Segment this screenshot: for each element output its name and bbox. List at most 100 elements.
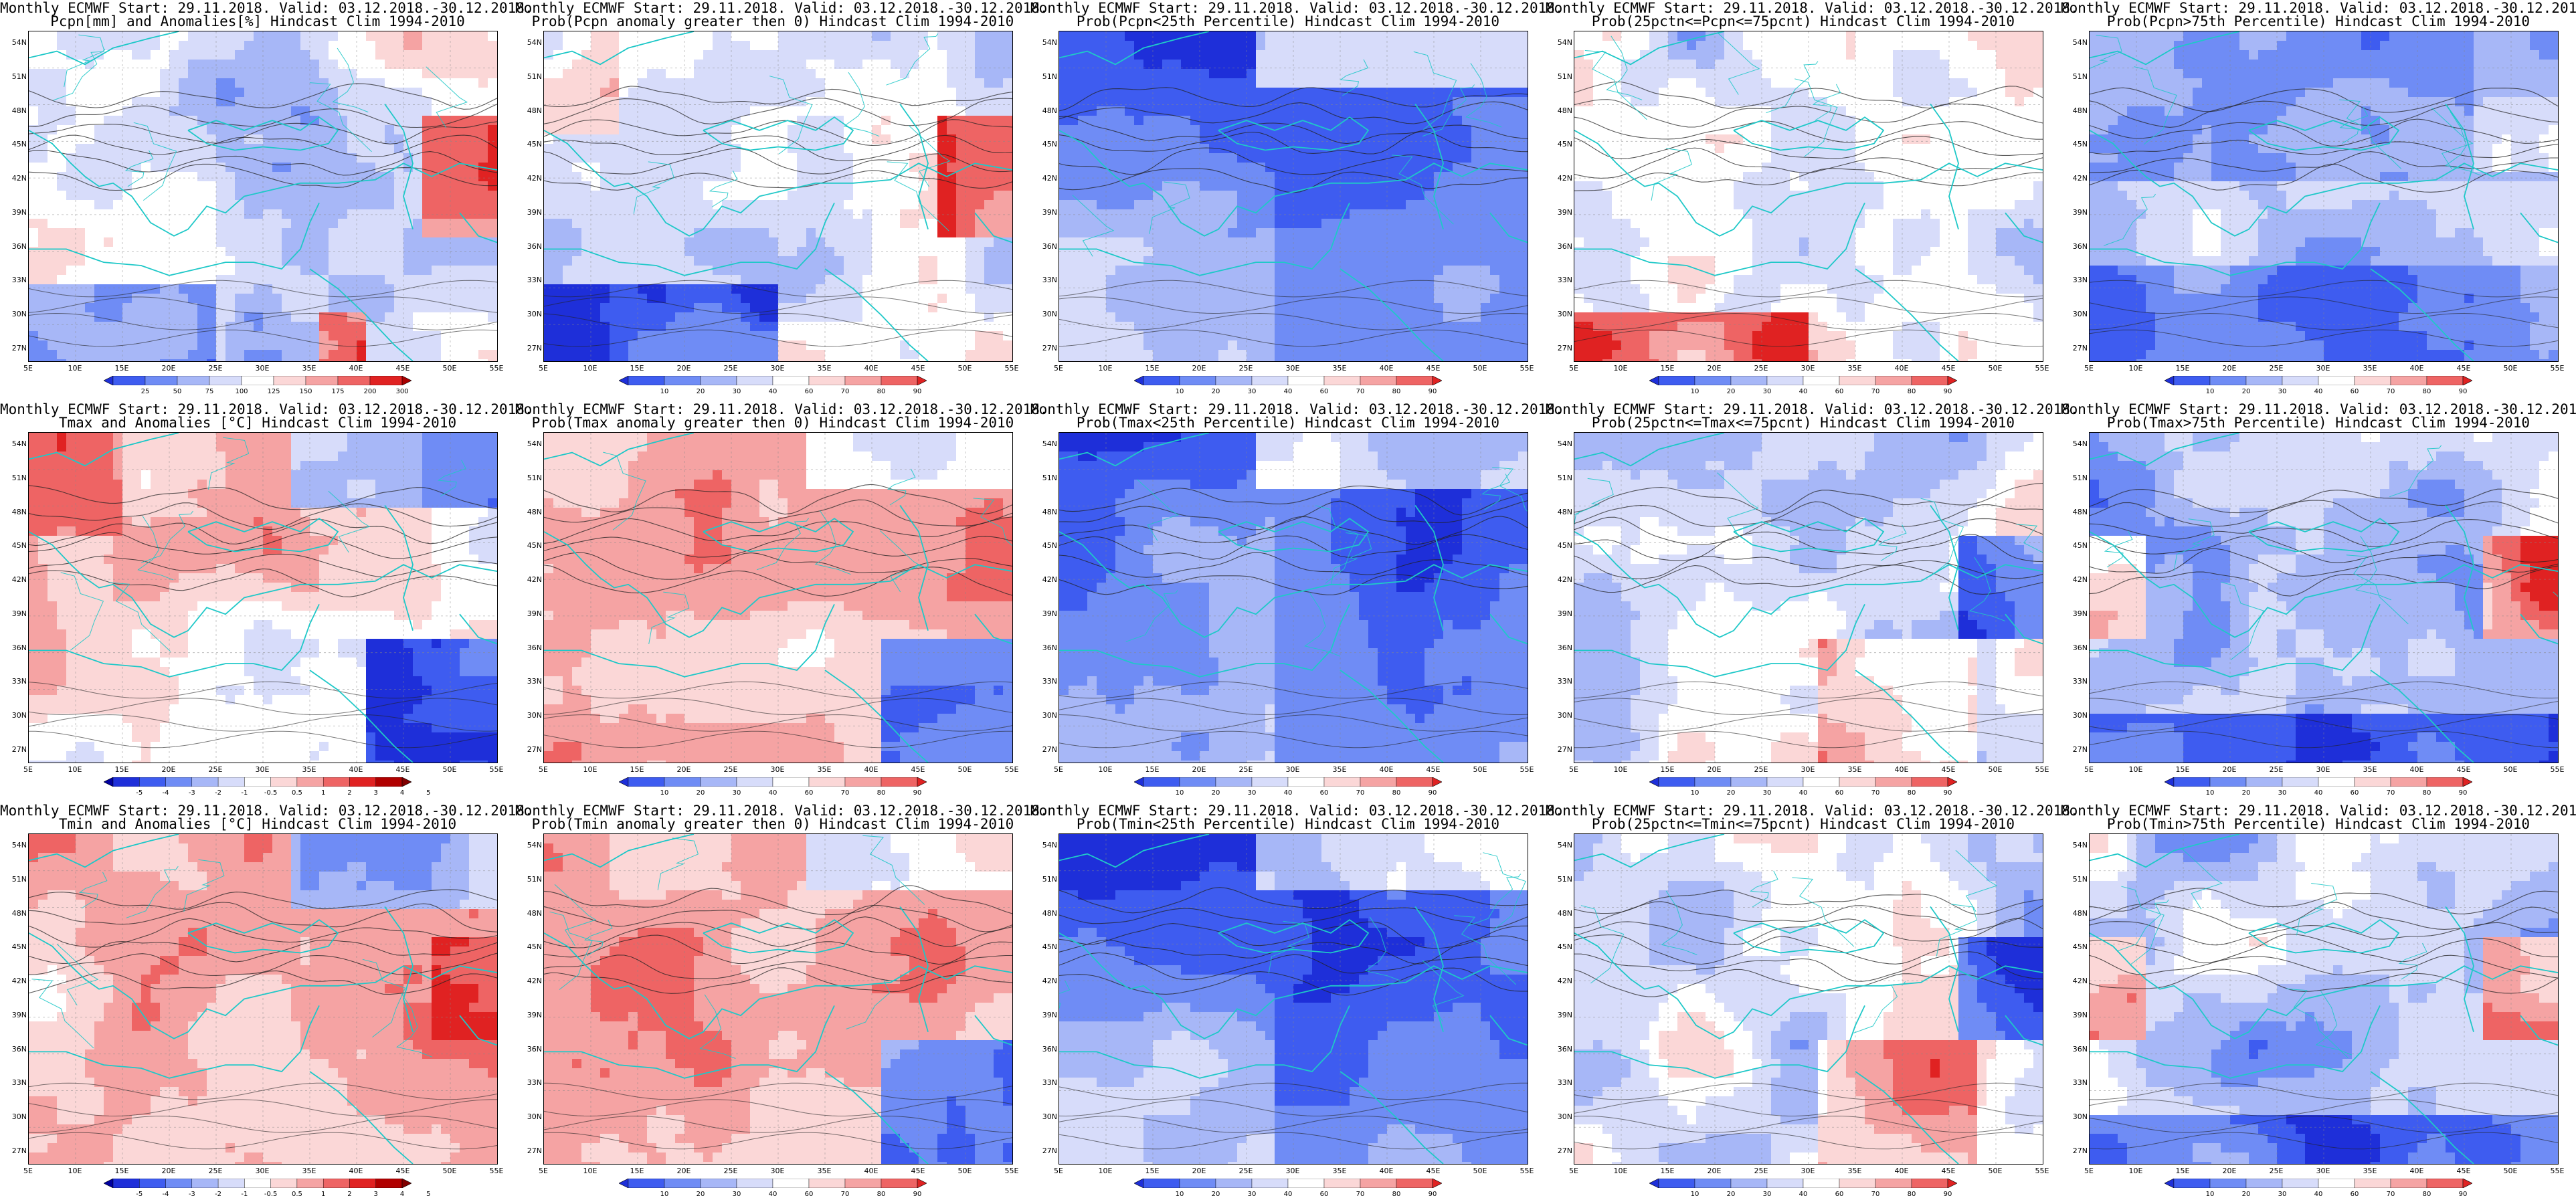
colorbar-tick-label: 40 [2306, 1191, 2330, 1198]
latitude-label: 33N [2066, 1078, 2088, 1087]
latitude-label: 45N [1036, 140, 1057, 148]
latitude-label: 48N [1036, 909, 1057, 918]
longitude-label: 45E [1423, 765, 1443, 774]
latitude-label: 45N [1036, 541, 1057, 550]
latitude-label: 45N [1551, 140, 1572, 148]
longitude-label: 25E [1751, 765, 1771, 774]
colorbar-tick-label: -2 [206, 1191, 230, 1198]
colorbar-tick-label: -3 [180, 789, 204, 797]
latitude-label: 42N [1036, 977, 1057, 985]
longitude-label: 50E [1985, 1167, 2005, 1175]
colorbar-tick-label: 70 [1863, 1191, 1888, 1198]
panel-title-line1: Monthly ECMWF Start: 29.11.2018. Valid: … [0, 803, 533, 819]
longitude-label: 55E [486, 765, 507, 774]
longitude-label: 10E [1611, 1167, 1631, 1175]
panel-title-line2: Pcpn[mm] and Anomalies[%] Hindcast Clim … [0, 13, 515, 29]
latitude-label: 36N [521, 242, 542, 251]
colorbar-tick-label: 30 [725, 388, 749, 395]
colorbar-tick-label: 10 [652, 789, 676, 797]
colorbar-tick-label: 70 [1348, 388, 1372, 395]
colorbar-tick-label: 80 [1900, 1191, 1924, 1198]
longitude-label: 35E [2360, 765, 2380, 774]
latitude-label: 42N [5, 174, 27, 183]
colorbar [2165, 777, 2472, 787]
longitude-label: 30E [1798, 364, 1818, 373]
latitude-label: 27N [521, 745, 542, 754]
colorbar-tick-label: 40 [2306, 388, 2330, 395]
latitude-label: 51N [2066, 72, 2088, 81]
longitude-label: 10E [1095, 1167, 1115, 1175]
latitude-label: 51N [5, 474, 27, 482]
colorbar-tick-label: 90 [2451, 789, 2475, 797]
longitude-label: 5E [18, 364, 38, 373]
longitude-label: 30E [1798, 765, 1818, 774]
latitude-label: 27N [5, 344, 27, 353]
shaded-field-map [1059, 433, 1528, 763]
longitude-label: 15E [2173, 1167, 2193, 1175]
map-panel: Monthly ECMWF Start: 29.11.2018. Valid: … [1546, 0, 2079, 401]
colorbar-tick-label: 60 [2342, 388, 2367, 395]
colorbar [1134, 1179, 1442, 1188]
colorbar-tick-label: 50 [165, 388, 189, 395]
longitude-label: 30E [2313, 765, 2333, 774]
longitude-label: 25E [1751, 364, 1771, 373]
colorbar-tick-label: 1 [311, 1191, 335, 1198]
latitude-label: 51N [1036, 875, 1057, 884]
colorbar-tick-label: 40 [2306, 789, 2330, 797]
latitude-label: 30N [1036, 711, 1057, 720]
colorbar-tick-label: 90 [905, 789, 929, 797]
panel-title-line2: Tmin and Anomalies [°C] Hindcast Clim 19… [0, 816, 515, 832]
colorbar-tick-label: -0.5 [259, 1191, 283, 1198]
latitude-label: 39N [521, 609, 542, 618]
latitude-label: 45N [521, 942, 542, 951]
longitude-label: 35E [1845, 765, 1865, 774]
latitude-label: 51N [1551, 72, 1572, 81]
latitude-label: 54N [1551, 841, 1572, 849]
longitude-label: 30E [767, 364, 788, 373]
longitude-label: 35E [299, 364, 319, 373]
colorbar-tick-label: 30 [725, 1191, 749, 1198]
latitude-label: 51N [1036, 474, 1057, 482]
longitude-label: 45E [1938, 1167, 1958, 1175]
longitude-label: 15E [627, 765, 647, 774]
shaded-field-map [29, 31, 497, 361]
colorbar-tick-label: 80 [2415, 789, 2439, 797]
latitude-label: 33N [1551, 276, 1572, 284]
latitude-label: 36N [2066, 643, 2088, 652]
latitude-label: 48N [2066, 508, 2088, 516]
colorbar-tick-label: 30 [725, 789, 749, 797]
colorbar-swatches [104, 777, 411, 787]
colorbar-tick-label: 30 [2270, 1191, 2294, 1198]
longitude-label: 55E [2547, 1167, 2567, 1175]
shaded-field-map [1574, 834, 2043, 1164]
longitude-label: 15E [112, 1167, 132, 1175]
latitude-label: 48N [5, 508, 27, 516]
latitude-label: 39N [1551, 609, 1572, 618]
colorbar-swatches [1649, 777, 1957, 787]
colorbar-tick-label: 10 [1168, 789, 1192, 797]
longitude-label: 50E [955, 364, 975, 373]
colorbar-tick-label: 20 [1719, 789, 1743, 797]
colorbar-tick-label: 70 [1863, 789, 1888, 797]
latitude-label: 27N [1036, 1146, 1057, 1155]
shaded-field-map [1059, 834, 1528, 1164]
latitude-label: 33N [5, 1078, 27, 1087]
latitude-label: 42N [5, 575, 27, 584]
colorbar-tick-label: 20 [1204, 789, 1228, 797]
colorbar-swatches [1649, 376, 1957, 385]
panel-title-line1: Monthly ECMWF Start: 29.11.2018. Valid: … [0, 0, 533, 16]
longitude-label: 25E [721, 364, 741, 373]
latitude-label: 33N [1036, 276, 1057, 284]
map-panel: Monthly ECMWF Start: 29.11.2018. Valid: … [2061, 401, 2576, 803]
colorbar-tick-label: 3 [364, 1191, 388, 1198]
colorbar-tick-label: 80 [1384, 789, 1408, 797]
map-panel: Monthly ECMWF Start: 29.11.2018. Valid: … [1030, 803, 1564, 1204]
panel-title-line2: Prob(Pcpn<25th Percentile) Hindcast Clim… [1030, 13, 1546, 29]
longitude-label: 5E [533, 1167, 553, 1175]
colorbar-tick-label: 10 [652, 388, 676, 395]
longitude-label: 20E [1189, 765, 1209, 774]
map-panel: Monthly ECMWF Start: 29.11.2018. Valid: … [1030, 0, 1564, 401]
latitude-label: 36N [5, 242, 27, 251]
map-panel: Monthly ECMWF Start: 29.11.2018. Valid: … [0, 803, 533, 1204]
colorbar-tick-label: 40 [1276, 789, 1300, 797]
